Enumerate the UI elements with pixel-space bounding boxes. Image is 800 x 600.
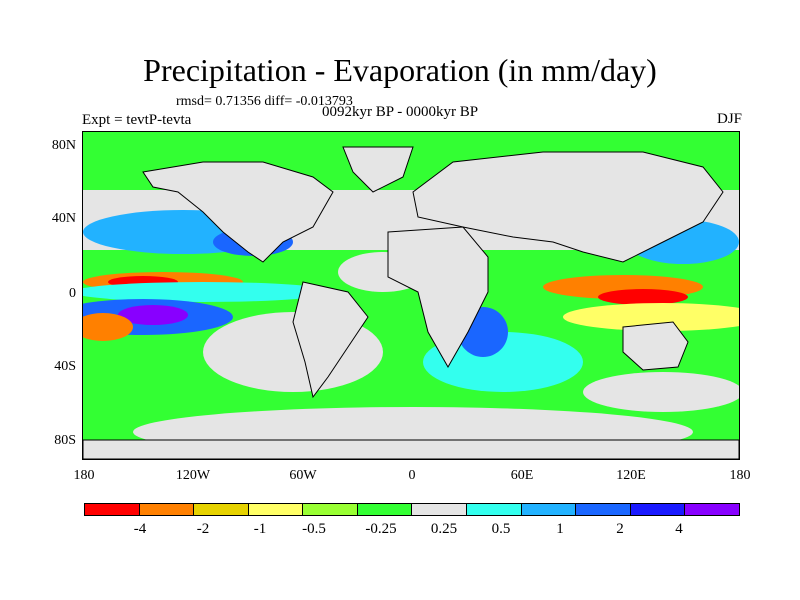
- colorbar-label: 0.25: [430, 521, 458, 537]
- colorbar-cell: [521, 504, 577, 515]
- field-patch: [563, 303, 763, 331]
- colorbar-cell: [139, 504, 195, 515]
- colorbar-cell: [630, 504, 686, 515]
- field-patch: [598, 289, 688, 305]
- field-patch: [73, 282, 333, 302]
- colorbar-label: -1: [253, 521, 267, 537]
- colorbar-cell: [194, 504, 249, 515]
- lat-label: 80N: [51, 138, 76, 153]
- colorbar-label: -0.5: [302, 521, 326, 537]
- lon-label: 120W: [175, 468, 211, 483]
- lon-label: 60W: [289, 468, 317, 483]
- colorbar-label: 4: [675, 521, 683, 537]
- period-text: 0092kyr BP - 0000kyr BP: [322, 104, 479, 120]
- colorbar-cell: [85, 504, 140, 515]
- lat-label: 40N: [51, 211, 76, 226]
- lon-label: 120E: [616, 468, 646, 483]
- lat-label: 0: [69, 286, 76, 301]
- season-label: DJF: [716, 111, 742, 127]
- landmass-antarctica: [82, 439, 740, 460]
- lon-label: 0: [408, 468, 416, 483]
- colorbar-label: 0.5: [491, 521, 511, 537]
- field-patch: [118, 305, 188, 325]
- landmass-greenland: [342, 146, 414, 193]
- landmass-south-america: [292, 281, 369, 399]
- lon-label: 180: [729, 468, 751, 483]
- colorbar: [84, 503, 740, 516]
- figure-title: Precipitation - Evaporation (in mm/day): [143, 52, 657, 88]
- colorbar-label: -2: [196, 521, 210, 537]
- colorbar-cell: [467, 504, 522, 515]
- landmass-north-america: [142, 161, 334, 263]
- colorbar-cell: [357, 504, 413, 515]
- stats-text: rmsd= 0.71356 diff= -0.013793: [176, 94, 353, 109]
- landmass-africa: [387, 226, 489, 369]
- map-svg: [53, 132, 763, 460]
- field-patch: [73, 313, 133, 341]
- colorbar-cell: [412, 504, 468, 515]
- field-patch: [583, 372, 743, 412]
- landmass-eurasia: [412, 151, 724, 263]
- colorbar-label: -4: [133, 521, 147, 537]
- experiment-label: Expt = tevtP-tevta: [82, 112, 192, 128]
- land-masses: [82, 146, 740, 460]
- landmass-australia: [622, 321, 689, 371]
- lat-label: 80S: [54, 433, 76, 448]
- colorbar-cell: [685, 504, 739, 515]
- colorbar-label: -0.25: [365, 521, 397, 537]
- lat-label: 40S: [54, 359, 76, 374]
- colorbar-label: 1: [556, 521, 564, 537]
- colorbar-cell: [303, 504, 358, 515]
- lon-label: 60E: [510, 468, 534, 483]
- colorbar-cell: [248, 504, 304, 515]
- colorbar-cell: [576, 504, 631, 515]
- map-panel: [53, 131, 763, 460]
- colorbar-label: 2: [616, 521, 624, 537]
- lon-label: 180: [73, 468, 95, 483]
